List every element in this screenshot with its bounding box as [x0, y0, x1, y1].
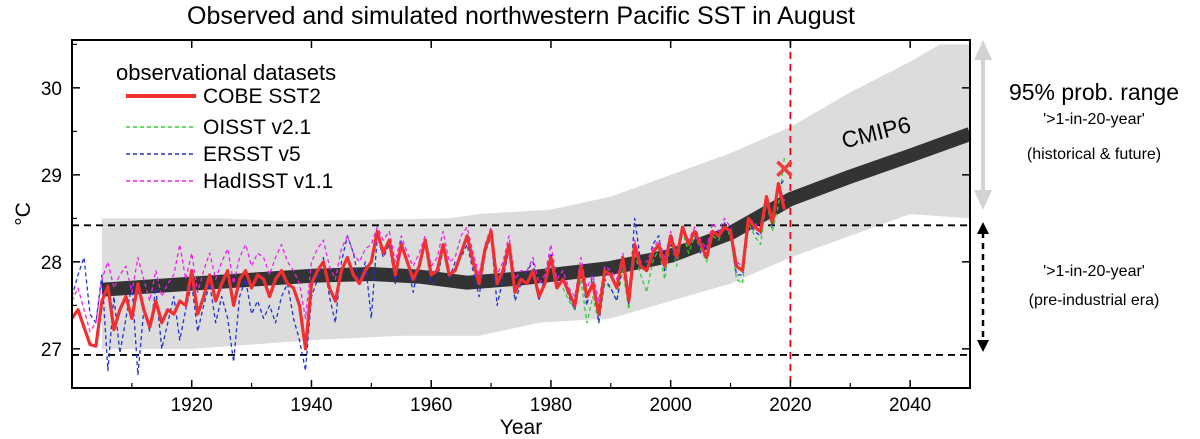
x-tick-label-1980: 1980: [530, 395, 572, 416]
upper-arrow-label: '>1-in-20-year': [1043, 111, 1145, 128]
prob-range-arrow-head-top: [974, 40, 992, 60]
cmip6-mean-layer: [101, 127, 970, 297]
x-axis-ticks: 1920 1940 1960 1980 2000 2020 2040: [131, 40, 971, 416]
y-axis-label: °C: [12, 202, 35, 226]
cmip6-mean-line: [101, 127, 970, 297]
legend: observational datasets COBE SST2 OISST v2…: [116, 60, 336, 193]
y-axis-ticks: 27 28 29 30: [41, 43, 970, 361]
preindustrial-arrow-head-top: [977, 222, 989, 234]
y-tick-label-30: 30: [41, 79, 62, 100]
legend-item-cobe-sst2: COBE SST2: [126, 85, 321, 108]
legend-label: OISST v2.1: [203, 116, 311, 139]
x-tick-label-1940: 1940: [290, 395, 332, 416]
legend-title: observational datasets: [116, 60, 336, 85]
x-tick-label-2040: 2040: [889, 395, 931, 416]
x-axis-label: Year: [500, 416, 542, 439]
prob-range-title: 95% prob. range: [1009, 79, 1179, 105]
lower-arrow-label: '>1-in-20-year': [1043, 263, 1145, 280]
prob-range-arrow-head-bottom: [974, 190, 992, 210]
x-tick-label-1920: 1920: [171, 395, 213, 416]
x-tick-label-1960: 1960: [410, 395, 452, 416]
legend-label: COBE SST2: [203, 85, 321, 108]
reference-lines-layer: [72, 40, 970, 388]
x-tick-label-2000: 2000: [650, 395, 692, 416]
legend-item-oisst-v2-1: OISST v2.1: [126, 116, 311, 139]
upper-arrow-sublabel: (historical & future): [1027, 146, 1161, 163]
legend-label: ERSST v5: [203, 143, 301, 166]
chart-title: Observed and simulated northwestern Paci…: [187, 2, 855, 30]
y-tick-label-27: 27: [41, 340, 62, 361]
x-tick-label-2020: 2020: [769, 395, 811, 416]
series-cobe-sst2: [72, 182, 786, 351]
y-tick-label-28: 28: [41, 253, 62, 274]
y-tick-label-29: 29: [41, 166, 62, 187]
highlight-x-marker: [776, 160, 793, 177]
plot-frame: [71, 39, 971, 389]
highlight-marker-layer: [776, 160, 793, 177]
legend-item-ersst-v5: ERSST v5: [126, 143, 301, 166]
lower-arrow-sublabel: (pre-industrial era): [1029, 292, 1160, 309]
observation-series-layer: [72, 157, 786, 376]
side-annotations: 95% prob. range '>1-in-20-year' (histori…: [974, 40, 1179, 352]
legend-item-hadisst-v1-1: HadISST v1.1: [126, 170, 333, 193]
plot-area: [72, 40, 970, 388]
legend-label: HadISST v1.1: [203, 170, 333, 193]
preindustrial-arrow-head-bottom: [977, 340, 989, 352]
